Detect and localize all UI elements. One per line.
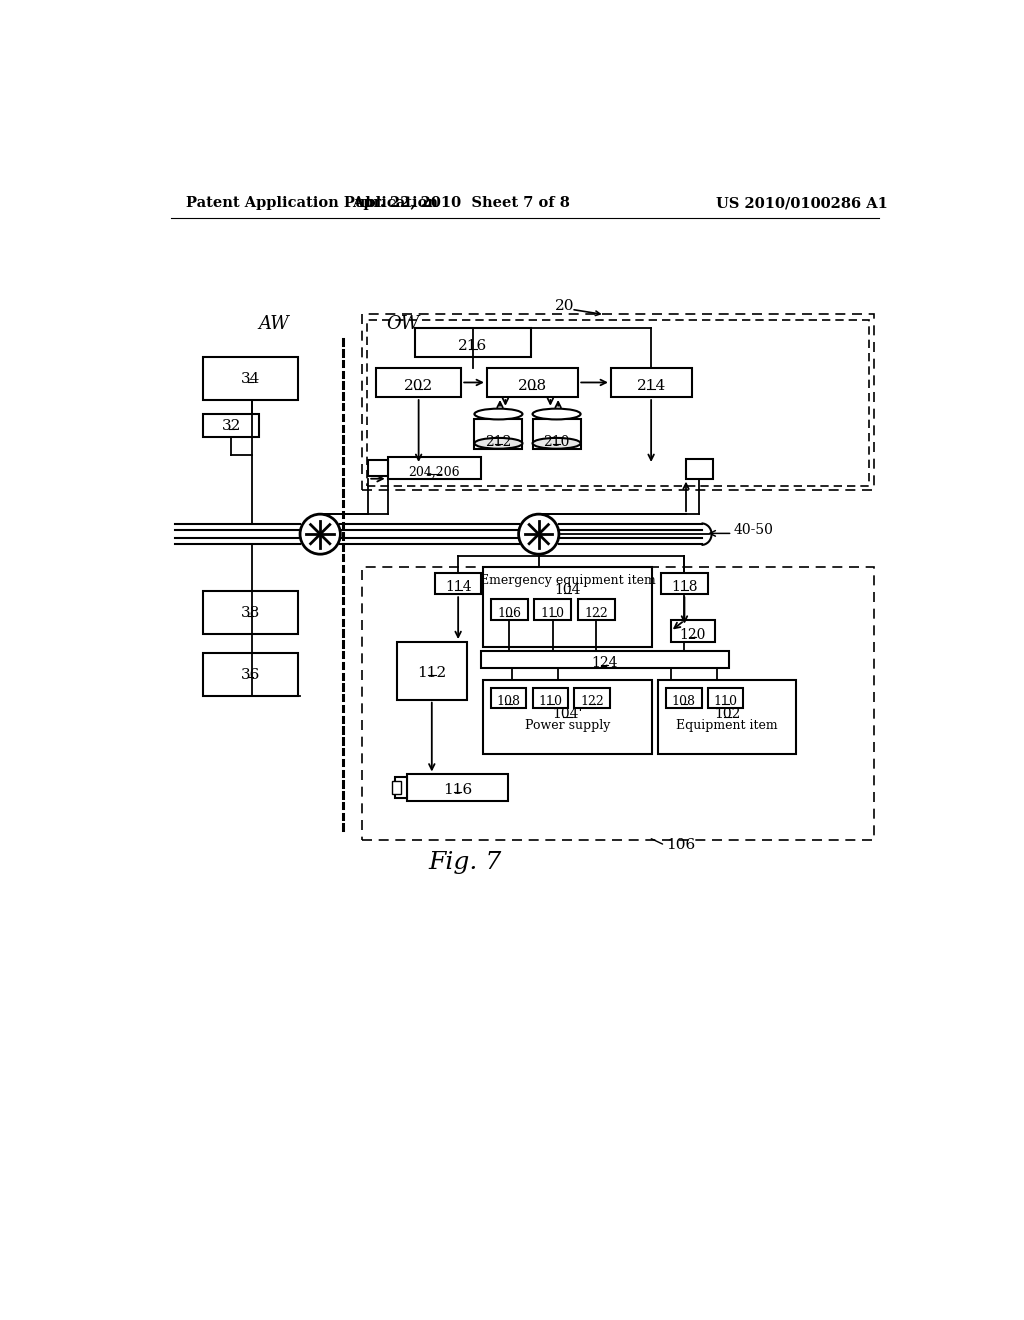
Bar (395, 777, 407, 797)
Text: Fig. 7: Fig. 7 (428, 851, 502, 874)
Bar (369, 461, 388, 475)
Text: 20: 20 (555, 300, 574, 313)
Text: Power supply: Power supply (524, 719, 610, 733)
Bar (203, 358, 298, 400)
Text: 34: 34 (241, 372, 260, 387)
Text: 106: 106 (498, 607, 521, 620)
Text: 214: 214 (637, 379, 666, 393)
Ellipse shape (474, 409, 522, 420)
Text: 208: 208 (518, 379, 547, 393)
Text: Patent Application Publication: Patent Application Publication (186, 197, 438, 210)
Text: 108: 108 (497, 694, 520, 708)
Text: OW: OW (386, 315, 420, 333)
Bar (391, 780, 400, 795)
Bar (407, 775, 508, 800)
Text: 114: 114 (444, 581, 471, 594)
Text: 36: 36 (241, 668, 260, 682)
Text: 122: 122 (581, 694, 604, 708)
Text: Emergency equipment item: Emergency equipment item (479, 574, 655, 587)
Text: 216: 216 (459, 339, 487, 354)
Text: 110: 110 (541, 607, 564, 620)
Text: 108: 108 (672, 694, 695, 708)
Bar (203, 653, 298, 696)
Text: 118: 118 (671, 581, 697, 594)
Bar (686, 459, 713, 479)
Bar (474, 420, 522, 449)
Bar (415, 327, 531, 358)
Bar (532, 688, 568, 708)
Bar (362, 566, 873, 840)
Bar (203, 414, 259, 437)
Bar (203, 591, 298, 635)
Bar (367, 321, 869, 486)
Text: 104: 104 (554, 583, 581, 598)
Bar (483, 681, 652, 754)
Text: Apr. 22, 2010  Sheet 7 of 8: Apr. 22, 2010 Sheet 7 of 8 (352, 197, 570, 210)
Bar (532, 420, 581, 449)
Bar (611, 368, 692, 397)
Text: 116: 116 (442, 783, 472, 797)
Text: 204,206: 204,206 (409, 465, 460, 478)
Text: 110: 110 (539, 694, 562, 708)
Text: 212: 212 (485, 434, 512, 449)
Text: US 2010/0100286 A1: US 2010/0100286 A1 (717, 197, 888, 210)
Bar (578, 599, 614, 620)
Bar (486, 368, 579, 397)
Text: 112: 112 (417, 665, 446, 680)
Bar (480, 651, 729, 668)
Text: 102: 102 (714, 708, 740, 721)
Ellipse shape (532, 409, 581, 420)
Bar (671, 620, 716, 642)
Bar (666, 688, 701, 708)
Bar (397, 642, 467, 700)
Text: 104': 104' (552, 708, 583, 721)
Text: 32: 32 (221, 420, 241, 433)
Text: 40-50: 40-50 (734, 523, 774, 537)
Bar (362, 314, 873, 490)
Text: 124: 124 (592, 656, 617, 669)
Text: 38: 38 (241, 606, 260, 620)
Bar (658, 681, 796, 754)
Text: Equipment item: Equipment item (676, 719, 778, 733)
Bar (388, 457, 480, 479)
Bar (490, 688, 526, 708)
Bar (662, 573, 708, 594)
Text: 202: 202 (404, 379, 433, 393)
Ellipse shape (532, 438, 581, 449)
Bar (483, 566, 652, 647)
Text: 106: 106 (667, 838, 696, 853)
Ellipse shape (474, 438, 522, 449)
Text: AW: AW (258, 315, 289, 333)
Bar (490, 599, 528, 620)
Bar (708, 688, 743, 708)
Text: 210: 210 (544, 434, 569, 449)
Text: 120: 120 (680, 628, 707, 642)
Text: 110: 110 (714, 694, 737, 708)
Bar (535, 599, 571, 620)
Text: 122: 122 (585, 607, 608, 620)
Bar (435, 573, 481, 594)
Bar (574, 688, 610, 708)
Bar (376, 368, 461, 397)
